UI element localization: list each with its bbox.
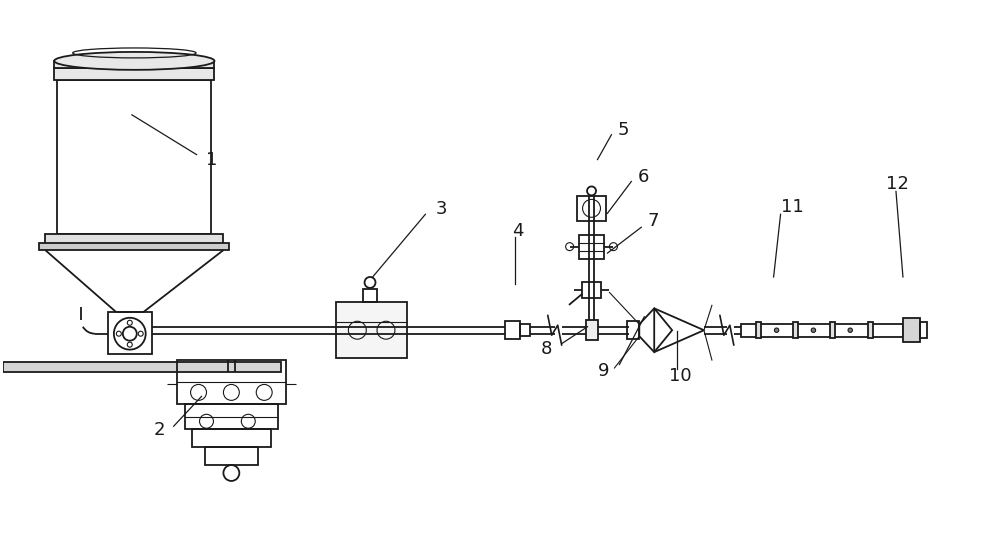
Bar [39,243,229,250]
Bar [793,322,798,338]
Circle shape [811,328,816,332]
Bar [54,61,214,68]
Text: 4: 4 [512,222,523,240]
Bar [185,405,278,429]
Text: 10: 10 [669,367,692,385]
Bar [336,302,407,358]
Bar [3,362,281,372]
Bar [577,196,606,221]
Bar [582,282,601,298]
Bar [627,321,639,339]
Bar [57,80,211,234]
Bar [192,429,271,447]
Bar [363,289,377,302]
Text: 3: 3 [435,200,447,219]
Bar [903,318,920,342]
Text: 7: 7 [647,212,659,230]
Bar [520,324,530,336]
Bar [54,68,214,80]
Ellipse shape [54,52,214,70]
Bar [205,447,258,465]
Bar [177,360,286,405]
Bar [920,322,927,338]
Bar [868,322,873,338]
Circle shape [774,328,779,332]
Text: 11: 11 [781,198,803,216]
Bar [756,322,761,338]
Bar [505,321,520,339]
Text: 6: 6 [637,169,649,187]
Bar [586,320,598,340]
Text: 12: 12 [886,176,909,193]
Text: 8: 8 [540,340,552,357]
Bar [830,322,835,338]
Bar [108,312,152,354]
Bar [579,235,604,259]
Bar [45,234,223,244]
Text: 2: 2 [154,421,165,439]
Text: 9: 9 [598,361,609,379]
Bar [741,324,903,337]
Text: 1: 1 [206,150,218,169]
Text: 5: 5 [617,121,629,139]
Circle shape [848,328,852,332]
